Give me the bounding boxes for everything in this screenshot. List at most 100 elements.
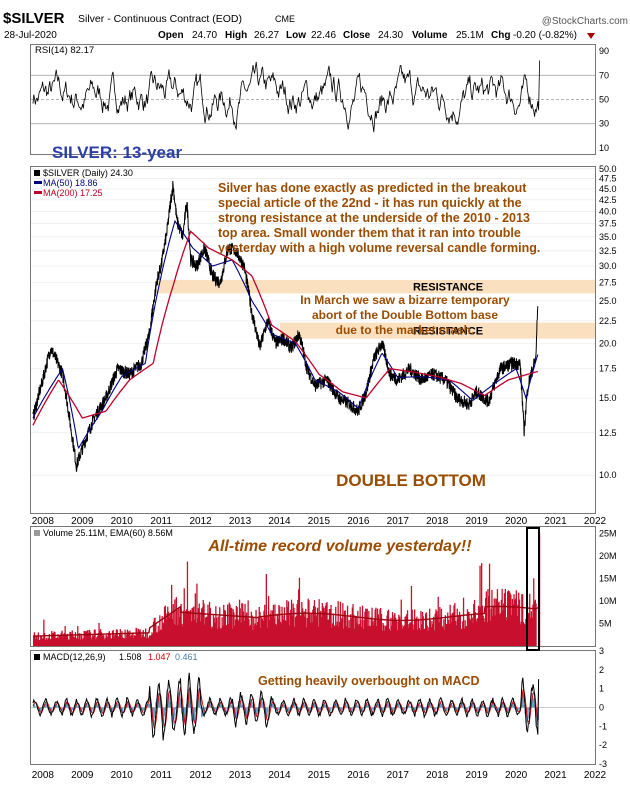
x-axis-label-top: 2015 — [308, 516, 331, 527]
open-label: Open — [158, 30, 184, 41]
x-axis-label-top: 2016 — [347, 516, 370, 527]
x-axis-label-top: 2021 — [544, 516, 567, 527]
low-value: 22.46 — [311, 30, 336, 41]
resistance-zone — [158, 280, 595, 293]
price-tick-label: 20.0 — [599, 338, 617, 348]
price-tick-label: 40.0 — [599, 206, 617, 216]
macd-hist-bar — [447, 708, 448, 710]
x-axis-label-bottom: 2015 — [308, 770, 331, 781]
symbol: $SILVER — [3, 10, 65, 27]
macd-tick-label: 2 — [599, 665, 604, 675]
x-axis-label-bottom: 2012 — [189, 770, 212, 781]
price-tick-label: 50.0 — [599, 164, 617, 174]
open-value: 24.70 — [192, 30, 217, 41]
x-axis-label-bottom: 2014 — [268, 770, 291, 781]
low-label: Low — [286, 30, 306, 41]
macd-hist-bar — [262, 702, 263, 708]
macd-hist-bar — [273, 705, 274, 708]
volume-legend-swatch — [34, 530, 40, 536]
down-arrow-icon — [587, 33, 595, 39]
macd-hist-bar — [388, 704, 389, 707]
macd-value: 1.508 — [119, 652, 142, 662]
x-axis-label-bottom: 2016 — [347, 770, 370, 781]
x-axis-label-top: 2009 — [71, 516, 94, 527]
x-axis-label-bottom: 2013 — [229, 770, 252, 781]
ma50-legend-label: MA(50) 18.86 — [43, 178, 98, 188]
x-axis-label-bottom: 2019 — [466, 770, 489, 781]
macd-hist-bar — [468, 708, 469, 709]
macd-hist-bar — [435, 708, 436, 710]
macd-tick-label: 1 — [599, 684, 604, 694]
commentary-line-2: special article of the 22nd - it has run… — [218, 196, 522, 210]
x-axis-label-top: 2012 — [189, 516, 212, 527]
chg-label: Chg — [491, 30, 510, 41]
x-axis-label-top: 2018 — [426, 516, 449, 527]
ohlc-readout: Open 24.70 High 26.27 Low 22.46 Close 24… — [158, 30, 577, 41]
volume-tick-label: 25M — [599, 529, 617, 539]
volume-label: Volume — [412, 30, 448, 41]
ma200-legend-label: MA(200) 17.25 — [43, 188, 103, 198]
x-axis-label-bottom: 2011 — [150, 770, 172, 781]
rsi-tick-label: 90 — [599, 46, 609, 56]
price-tick-label: 42.5 — [599, 195, 617, 205]
high-value: 26.27 — [254, 30, 279, 41]
macd-tick-label: 3 — [599, 646, 604, 656]
price-tick-label: 27.5 — [599, 278, 617, 288]
price-axis: 10.012.515.017.520.022.525.027.530.032.5… — [599, 164, 617, 480]
rsi-line — [33, 61, 540, 133]
price-tick-label: 10.0 — [599, 470, 617, 480]
price-legend: $SILVER (Daily) 24.30 MA(50) 18.86 MA(20… — [34, 168, 133, 198]
ma50-legend-swatch — [34, 181, 42, 184]
macd-legend: MACD(12,26,9) 1.508 1.047 0.461 — [34, 652, 198, 662]
price-legend-swatch — [34, 170, 40, 176]
macd-hist-bar — [431, 707, 432, 708]
x-axis-label-bottom: 2018 — [426, 770, 449, 781]
price-tick-label: 15.0 — [599, 393, 617, 403]
x-axis-label-bottom: 2010 — [111, 770, 134, 781]
x-axis-label-bottom: 2017 — [387, 770, 410, 781]
macd-signal-value: 1.047 — [148, 652, 171, 662]
rsi-legend: RSI(14) 82.17 — [35, 45, 94, 56]
high-label: High — [225, 30, 247, 41]
macd-hist-bar — [236, 708, 237, 717]
contract-name: Silver - Continuous Contract (EOD) — [78, 13, 242, 25]
volume-tick-label: 5M — [599, 619, 612, 629]
march-line-2: abort of the Double Bottom base — [312, 308, 498, 322]
macd-tick-label: -3 — [599, 759, 607, 769]
record-volume-annotation: All-time record volume yesterday!! — [207, 538, 472, 555]
macd-hist-bar — [330, 708, 331, 710]
price-legend-title: $SILVER (Daily) 24.30 — [43, 168, 133, 178]
macd-hist-bar — [237, 708, 238, 709]
price-tick-label: 32.5 — [599, 246, 617, 256]
macd-tick-label: -2 — [599, 740, 607, 750]
x-axis-label-top: 2011 — [150, 516, 172, 527]
double-bottom-label: DOUBLE BOTTOM — [336, 471, 486, 490]
rsi-tick-label: 30 — [599, 119, 609, 129]
march-line-1: In March we saw a bizarre temporary — [300, 293, 510, 307]
macd-annotation: Getting heavily overbought on MACD — [258, 674, 480, 688]
close-value: 24.30 — [378, 30, 403, 41]
x-axis-label-top: 2013 — [229, 516, 252, 527]
macd-hist-bar — [117, 704, 118, 707]
chg-value: -0.20 (-0.82%) — [513, 30, 577, 41]
x-axis-label-bottom: 2022 — [584, 770, 607, 781]
macd-hist-bar — [267, 708, 268, 712]
date: 28-Jul-2020 — [4, 30, 57, 41]
silver-13-year-label: SILVER: 13-year — [52, 143, 182, 162]
rsi-tick-label: 70 — [599, 70, 609, 80]
x-axis-label-top: 2008 — [32, 516, 55, 527]
rsi-tick-label: 10 — [599, 143, 609, 153]
commentary-line-1: Silver has done exactly as predicted in … — [218, 181, 527, 195]
price-tick-label: 30.0 — [599, 261, 617, 271]
commentary-line-4: top area. Small wonder them that it ran … — [218, 226, 521, 240]
march-line-3: due to the market crash. — [336, 323, 475, 337]
price-tick-label: 35.0 — [599, 232, 617, 242]
macd-hist-bar — [472, 703, 473, 707]
rsi-tick-label: 50 — [599, 95, 609, 105]
